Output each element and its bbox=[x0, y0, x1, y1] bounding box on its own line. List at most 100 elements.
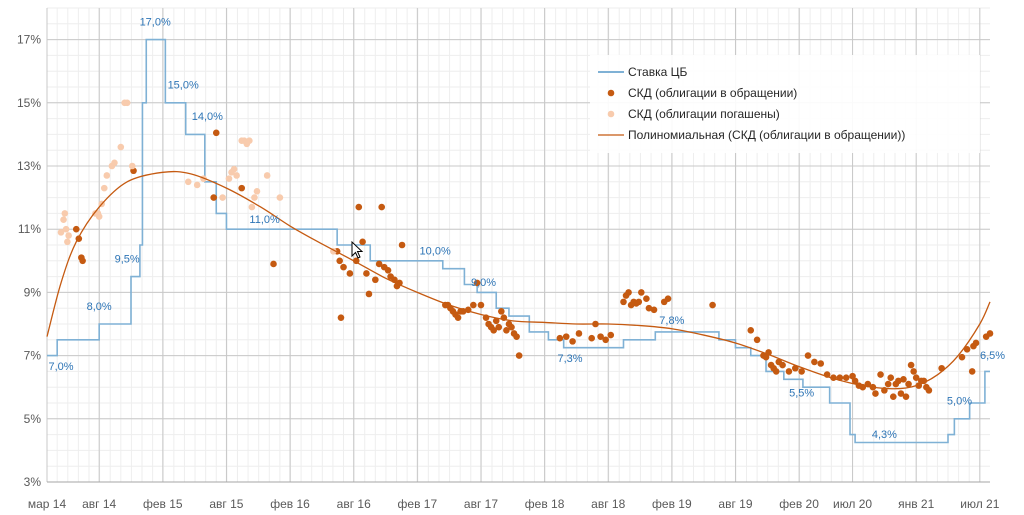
active-bond-point bbox=[887, 374, 895, 382]
redeemed-bond-point bbox=[95, 213, 103, 220]
key-rate-step-line bbox=[47, 38, 990, 444]
x-tick-label: фев 16 bbox=[270, 497, 310, 511]
legend-marker-swatch bbox=[607, 89, 615, 97]
active-bond-point bbox=[384, 266, 392, 274]
legend-label: Полиномиальная (СКД (облигации в обращен… bbox=[628, 128, 905, 142]
x-tick-label: авг 17 bbox=[464, 497, 498, 511]
x-tick-label: авг 15 bbox=[209, 497, 243, 511]
x-tick-label: июл 21 bbox=[960, 497, 999, 511]
active-bond-point bbox=[851, 377, 859, 385]
active-bond-point bbox=[365, 290, 373, 298]
rate-annotation: 11,0% bbox=[249, 214, 280, 226]
redeemed-bond-point bbox=[230, 165, 238, 173]
active-bond-point bbox=[569, 338, 576, 345]
x-tick-label: июл 20 bbox=[833, 497, 872, 511]
active-bond-point bbox=[620, 298, 627, 306]
x-tick-label: фев 19 bbox=[652, 497, 692, 511]
x-tick-label: авг 16 bbox=[337, 497, 371, 511]
legend-label: Ставка ЦБ bbox=[628, 65, 687, 79]
rate-annotation: 7,3% bbox=[558, 353, 583, 365]
active-bond-point bbox=[588, 334, 595, 342]
rate-annotation: 14,0% bbox=[192, 111, 223, 123]
active-bond-point bbox=[454, 314, 462, 321]
active-bond-point bbox=[359, 238, 366, 246]
rate-annotation: 7,0% bbox=[48, 361, 73, 373]
polynomial-trendline bbox=[46, 170, 991, 390]
active-bond-point bbox=[498, 308, 505, 315]
y-tick-label: 11% bbox=[18, 222, 41, 236]
active-bond-point bbox=[346, 270, 354, 277]
active-bond-point bbox=[607, 331, 615, 339]
active-bond-point bbox=[378, 203, 385, 211]
redeemed-bond-point bbox=[251, 194, 258, 201]
rate-annotation: 15,0% bbox=[168, 80, 199, 92]
y-tick-label: 3% bbox=[24, 475, 42, 489]
active-bond-point bbox=[912, 374, 920, 382]
redeemed-bond-point bbox=[225, 175, 233, 182]
active-bond-point bbox=[398, 241, 406, 249]
active-bond-point bbox=[842, 374, 850, 382]
y-tick-label: 13% bbox=[17, 159, 41, 173]
active-bond-point bbox=[664, 295, 672, 303]
redeemed-bond-point bbox=[248, 203, 256, 211]
legend-label: СКД (облигации в обращении) bbox=[628, 86, 797, 100]
redeemed-bond-point bbox=[57, 229, 65, 236]
active-bond-point bbox=[900, 376, 907, 383]
rate-annotation: 4,3% bbox=[872, 429, 897, 441]
x-axis: мар 14 авг 14 фев 15 авг 15 фев 16 авг 16 фев … bbox=[28, 497, 1000, 511]
active-bond-point bbox=[473, 279, 481, 287]
active-bond-point bbox=[336, 257, 343, 265]
active-bond-point bbox=[513, 333, 520, 340]
redeemed-bond-point bbox=[253, 187, 261, 195]
active-bond-point bbox=[958, 353, 966, 361]
rate-annotation: 5,0% bbox=[947, 396, 972, 408]
rate-annotation: 9,0% bbox=[471, 277, 496, 289]
rate-annotation: 17,0% bbox=[140, 16, 171, 28]
active-bond-point bbox=[340, 263, 347, 271]
active-bond-point bbox=[872, 390, 879, 397]
mouse-cursor-icon bbox=[351, 240, 364, 259]
active-bond-point bbox=[779, 361, 786, 369]
active-bond-point bbox=[492, 317, 500, 325]
active-bond-point bbox=[270, 260, 277, 268]
active-bond-point bbox=[556, 334, 564, 342]
y-tick-label: 15% bbox=[17, 96, 41, 110]
active-bond-point bbox=[747, 327, 755, 334]
active-bond-point bbox=[515, 352, 523, 359]
x-tick-label: фев 18 bbox=[525, 497, 565, 511]
active-bond-point bbox=[645, 304, 653, 312]
active-bond-point bbox=[986, 330, 994, 337]
active-bond-point bbox=[355, 203, 363, 211]
redeemed-bond-point bbox=[233, 172, 240, 179]
rate-annotation: 5,5% bbox=[789, 388, 814, 400]
redeemed-bond-point bbox=[117, 143, 125, 151]
redeemed-bond-point bbox=[60, 216, 67, 224]
rate-annotation: 10,0% bbox=[420, 245, 451, 257]
annotations: 7,0% 8,0% 9,5% 17,0% 15,0% 14,0% 11,0% 10,0% 9,0… bbox=[48, 16, 1005, 440]
x-tick-label: авг 19 bbox=[718, 497, 752, 511]
redeemed-bond-point bbox=[103, 172, 111, 179]
chart-grid bbox=[46, 7, 990, 483]
active-bond-point bbox=[210, 194, 218, 201]
active-bond-point bbox=[562, 333, 570, 340]
redeemed-bond-point bbox=[184, 178, 192, 186]
x-tick-label: янв 21 bbox=[898, 497, 935, 511]
y-axis: 3% 5% 7% 9% 11% 13% 15% 17% bbox=[17, 33, 41, 489]
active-bond-point bbox=[597, 333, 604, 340]
active-bond-point bbox=[907, 361, 915, 369]
active-bond-point bbox=[877, 371, 884, 378]
active-bond-point bbox=[490, 327, 497, 334]
rate-annotation: 9,5% bbox=[115, 253, 140, 265]
active-bond-point bbox=[798, 368, 805, 375]
active-bond-point bbox=[817, 360, 825, 367]
redeemed-bond-point bbox=[123, 99, 131, 107]
active-bond-point bbox=[625, 289, 632, 296]
redeemed-bond-point bbox=[61, 210, 69, 217]
active-bond-point bbox=[785, 368, 793, 375]
legend-marker-swatch bbox=[607, 110, 615, 118]
redeemed-bond-point bbox=[193, 181, 201, 189]
active-bond-point bbox=[635, 298, 643, 306]
active-bond-point bbox=[503, 327, 510, 334]
active-bond-point bbox=[337, 314, 345, 321]
active-bond-point bbox=[897, 390, 905, 397]
